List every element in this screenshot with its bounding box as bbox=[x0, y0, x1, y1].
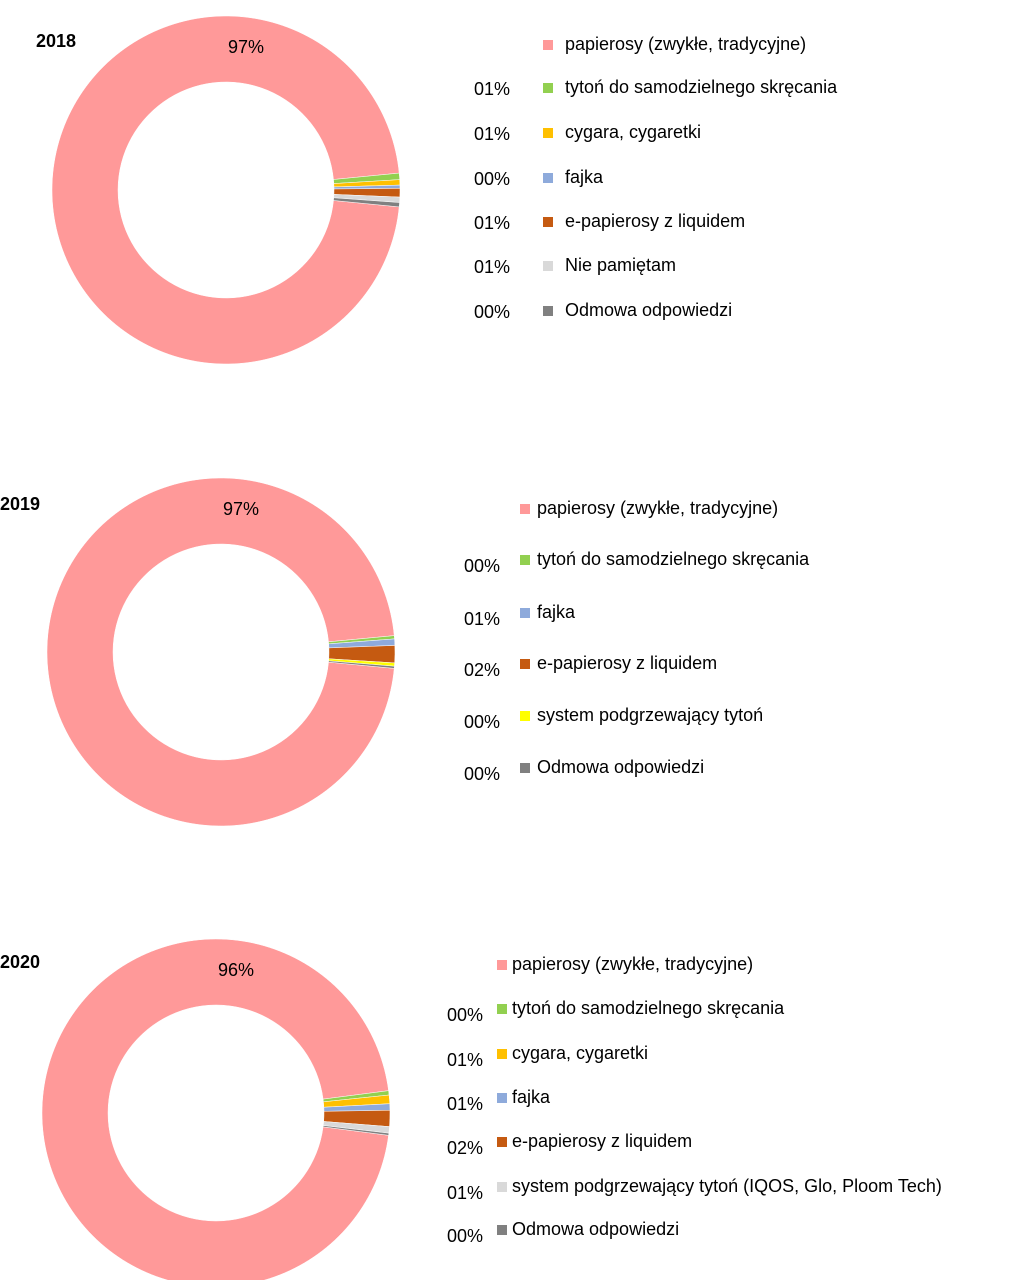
data-label: 01% bbox=[447, 1050, 483, 1070]
donut-slice bbox=[322, 1125, 390, 1136]
legend-swatch bbox=[543, 173, 553, 183]
chart-title: 2018 bbox=[36, 31, 76, 51]
legend-swatch bbox=[520, 711, 530, 721]
data-label: 00% bbox=[447, 1005, 483, 1025]
donut-slice bbox=[41, 938, 389, 1280]
data-label: 01% bbox=[447, 1094, 483, 1114]
legend-label: fajka bbox=[565, 167, 604, 187]
legend-swatch bbox=[520, 659, 530, 669]
legend-label: Odmowa odpowiedzi bbox=[512, 1219, 679, 1239]
data-label: 01% bbox=[474, 79, 510, 99]
chart-title: 2020 bbox=[0, 952, 40, 972]
legend-swatch bbox=[497, 960, 507, 970]
legend-swatch bbox=[520, 608, 530, 618]
donut-slice bbox=[51, 15, 400, 365]
legend-label: Odmowa odpowiedzi bbox=[537, 757, 704, 777]
legend-label: system podgrzewający tytoń (IQOS, Glo, P… bbox=[512, 1176, 942, 1196]
data-label: 02% bbox=[447, 1138, 483, 1158]
legend-label: tytoń do samodzielnego skręcania bbox=[512, 998, 785, 1018]
legend-swatch bbox=[543, 83, 553, 93]
data-label: 00% bbox=[474, 169, 510, 189]
legend-swatch bbox=[497, 1225, 507, 1235]
legend-label: Odmowa odpowiedzi bbox=[565, 300, 732, 320]
legend-swatch bbox=[497, 1137, 507, 1147]
donut-slice bbox=[46, 477, 395, 827]
legend-label: e-papierosy z liquidem bbox=[512, 1131, 692, 1151]
data-label: 00% bbox=[474, 302, 510, 322]
legend-swatch bbox=[497, 1049, 507, 1059]
legend-label: Nie pamiętam bbox=[565, 255, 676, 275]
legend-swatch bbox=[497, 1004, 507, 1014]
legend-label: fajka bbox=[537, 602, 576, 622]
donut-slice bbox=[328, 660, 395, 669]
donut-slice bbox=[333, 197, 400, 208]
legend-swatch bbox=[520, 504, 530, 514]
data-label: 00% bbox=[464, 556, 500, 576]
data-label: 01% bbox=[474, 257, 510, 277]
legend-label: papierosy (zwykłe, tradycyjne) bbox=[512, 954, 753, 974]
data-label: 00% bbox=[464, 764, 500, 784]
legend-swatch bbox=[543, 128, 553, 138]
legend-label: cygara, cygaretki bbox=[512, 1043, 648, 1063]
legend-swatch bbox=[497, 1182, 507, 1192]
legend-label: papierosy (zwykłe, tradycyjne) bbox=[537, 498, 778, 518]
legend-label: papierosy (zwykłe, tradycyjne) bbox=[565, 34, 806, 54]
legend-label: cygara, cygaretki bbox=[565, 122, 701, 142]
data-label: 01% bbox=[447, 1183, 483, 1203]
legend-label: tytoń do samodzielnego skręcania bbox=[565, 77, 838, 97]
data-label: 96% bbox=[218, 960, 254, 980]
legend-swatch bbox=[497, 1093, 507, 1103]
data-label: 97% bbox=[223, 499, 259, 519]
legend-label: e-papierosy z liquidem bbox=[565, 211, 745, 231]
legend-label: system podgrzewający tytoń bbox=[537, 705, 763, 725]
legend-swatch bbox=[520, 763, 530, 773]
legend-swatch bbox=[543, 306, 553, 316]
legend-swatch bbox=[543, 40, 553, 50]
data-label: 02% bbox=[464, 660, 500, 680]
legend-label: e-papierosy z liquidem bbox=[537, 653, 717, 673]
data-label: 00% bbox=[464, 712, 500, 732]
legend-swatch bbox=[543, 217, 553, 227]
legend-swatch bbox=[520, 555, 530, 565]
legend-label: tytoń do samodzielnego skręcania bbox=[537, 549, 810, 569]
legend-swatch bbox=[543, 261, 553, 271]
data-label: 00% bbox=[447, 1226, 483, 1246]
data-label: 97% bbox=[228, 37, 264, 57]
chart-title: 2019 bbox=[0, 494, 40, 514]
legend-label: fajka bbox=[512, 1087, 551, 1107]
data-label: 01% bbox=[464, 609, 500, 629]
data-label: 01% bbox=[474, 124, 510, 144]
data-label: 01% bbox=[474, 213, 510, 233]
